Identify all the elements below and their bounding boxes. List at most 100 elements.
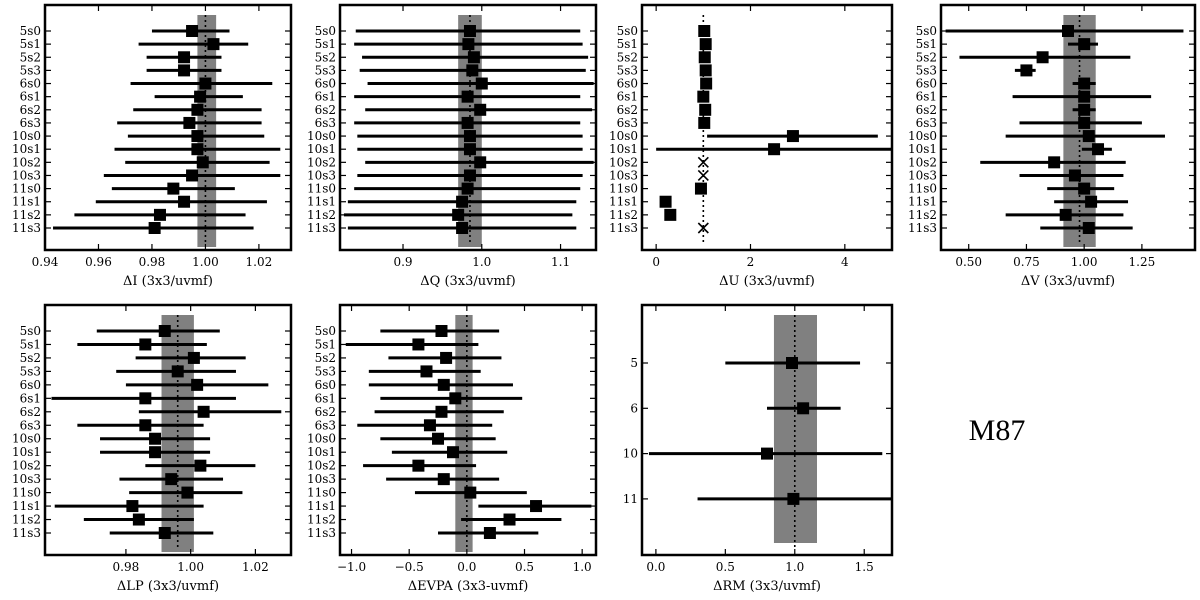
x-tick-label: 1.00 <box>192 255 219 269</box>
x-axis-label: ΔI (3x3/uvmf) <box>123 274 213 289</box>
category-tick-label: 11s2 <box>12 513 41 527</box>
data-point <box>699 64 712 77</box>
category-tick-label: 6s3 <box>617 116 638 130</box>
category-tick-label: 10s2 <box>307 155 336 169</box>
category-tick-label: 5s0 <box>20 324 41 338</box>
category-tick-label: 5s3 <box>916 63 937 77</box>
category-tick-label: 10s1 <box>307 142 336 156</box>
data-point <box>187 351 200 364</box>
category-tick-label: 6 <box>630 401 638 415</box>
category-tick-label: 10s2 <box>609 155 638 169</box>
category-tick-label: 6s3 <box>20 418 41 432</box>
x-tick-label: −1.0 <box>337 560 366 574</box>
data-point <box>186 169 199 182</box>
plot-frame <box>43 303 293 557</box>
data-point <box>1078 90 1091 103</box>
data-point <box>694 182 707 195</box>
data-point <box>1036 51 1049 64</box>
category-tick-label: 5s2 <box>916 50 937 64</box>
data-point <box>165 473 178 486</box>
data-point <box>1078 116 1091 129</box>
shaded-band <box>773 315 817 543</box>
category-tick-label: 10s3 <box>12 472 41 486</box>
category-tick-label: 5s2 <box>20 50 41 64</box>
category-tick-label: 5s1 <box>20 37 41 51</box>
category-tick-label: 10s0 <box>12 129 41 143</box>
data-point <box>1078 38 1091 51</box>
category-tick-label: 10s0 <box>12 432 41 446</box>
shaded-band <box>455 315 473 552</box>
chart-panel-2: 5s05s15s25s36s06s16s26s310s010s110s210s3… <box>307 3 598 289</box>
data-point <box>186 25 199 37</box>
data-point <box>1068 169 1081 182</box>
category-tick-label: 5s2 <box>315 50 336 64</box>
data-point <box>183 116 196 129</box>
data-point <box>463 130 476 143</box>
category-tick-label: 11s0 <box>609 182 638 196</box>
data-point <box>1078 77 1091 90</box>
data-point <box>207 38 220 51</box>
data-point <box>699 103 712 116</box>
category-tick-label: 6s0 <box>20 77 41 91</box>
category-tick-label: 6s1 <box>916 90 937 104</box>
data-point <box>148 222 161 234</box>
data-point <box>412 459 425 472</box>
data-point <box>412 338 425 351</box>
data-point <box>464 486 477 499</box>
x-tick-label: 1.02 <box>246 255 273 269</box>
category-tick-label: 6s2 <box>315 405 336 419</box>
category-tick-label: 5s3 <box>617 63 638 77</box>
data-point <box>1078 182 1091 195</box>
category-tick-label: 5s1 <box>916 37 937 51</box>
data-point <box>447 446 460 459</box>
data-point <box>1059 208 1072 221</box>
x-axis-label: ΔV (3x3/uvmf) <box>1021 274 1115 289</box>
x-tick-label: 0.5 <box>716 560 735 574</box>
data-point <box>199 77 212 90</box>
data-point <box>461 182 474 195</box>
data-point <box>456 195 469 208</box>
category-tick-label: 6s1 <box>617 90 638 104</box>
category-tick-label: 11s0 <box>307 182 336 196</box>
category-tick-label: 6s2 <box>20 103 41 117</box>
category-tick-label: 11s0 <box>12 182 41 196</box>
data-point <box>432 432 445 445</box>
category-tick-label: 11s3 <box>12 526 41 540</box>
category-tick-label: 6s0 <box>617 77 638 91</box>
data-point <box>697 90 710 103</box>
data-point <box>178 51 191 64</box>
x-tick-label: 1.1 <box>551 255 570 269</box>
x-tick-label: 1.00 <box>1071 255 1098 269</box>
data-point <box>194 459 207 472</box>
data-point <box>462 38 475 51</box>
data-point <box>191 103 204 116</box>
data-point <box>139 338 152 351</box>
chart-panel-7: 5 6 10 11 0.0 0.5 1.0 1.5 ΔRM (3x3/uvmf) <box>623 303 894 594</box>
data-point <box>475 77 488 90</box>
data-point <box>191 130 204 143</box>
data-point <box>126 500 139 513</box>
x-tick-label: 0.50 <box>955 255 982 269</box>
x-tick-label: 1.0 <box>785 560 804 574</box>
data-point <box>659 195 672 208</box>
data-point <box>463 169 476 182</box>
category-tick-label: 11s1 <box>609 195 638 209</box>
category-tick-label: 5s3 <box>315 63 336 77</box>
data-point <box>467 51 480 64</box>
data-point <box>1085 195 1098 208</box>
cross-marker <box>697 169 709 182</box>
category-tick-label: 10s0 <box>307 129 336 143</box>
category-tick-label: 10s2 <box>307 459 336 473</box>
category-tick-label: 6s1 <box>315 391 336 405</box>
category-tick-label: 5s1 <box>617 37 638 51</box>
category-tick-label: 6s0 <box>20 378 41 392</box>
data-point <box>698 25 711 37</box>
category-tick-label: 5s0 <box>916 24 937 38</box>
category-tick-label: 10s3 <box>307 472 336 486</box>
data-point <box>461 116 474 129</box>
x-tick-label: 0.5 <box>515 560 534 574</box>
x-tick-label: 0 <box>652 255 660 269</box>
x-tick-label: −0.5 <box>395 560 424 574</box>
x-axis-label: ΔRM (3x3/uvmf) <box>713 579 821 594</box>
x-tick-label: 1.02 <box>242 560 269 574</box>
